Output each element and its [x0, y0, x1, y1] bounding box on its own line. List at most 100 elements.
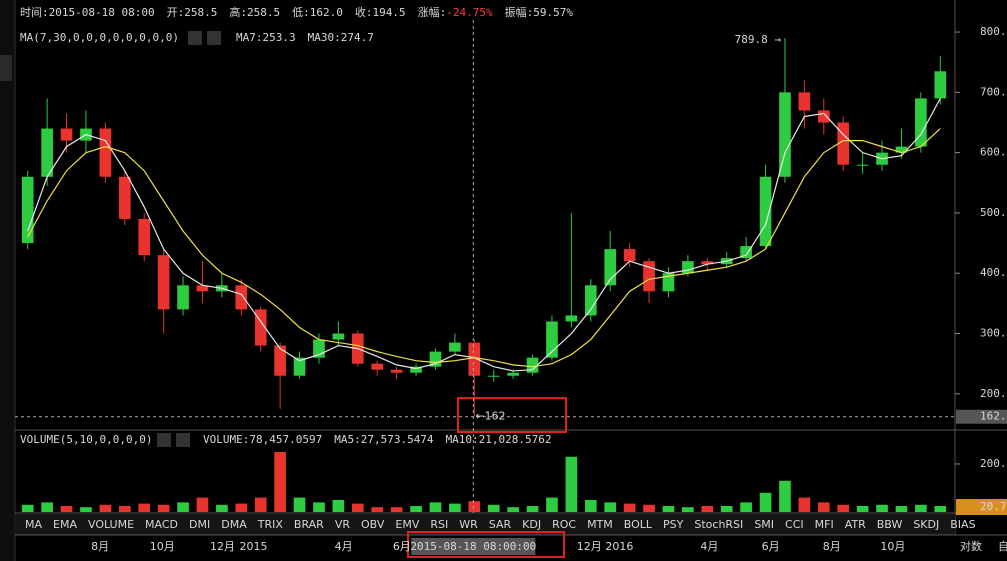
indicator-tab[interactable]: TRIX [257, 518, 284, 531]
candle-body [313, 339, 325, 358]
candle-body [837, 122, 850, 165]
indicator-tab[interactable]: EMV [395, 518, 419, 531]
volume-bar [856, 505, 869, 512]
candle-body [138, 218, 151, 256]
indicator-tab[interactable]: MTM [587, 518, 613, 531]
indicator-tab[interactable]: CCI [785, 518, 804, 531]
candle-body [526, 357, 539, 373]
candle-body [623, 249, 636, 262]
indicator-tab[interactable]: DMA [221, 518, 247, 531]
legend-entry: VOLUME:78,457.0597 [203, 433, 322, 446]
volume-bar [915, 504, 927, 512]
indicator-tab[interactable]: MFI [815, 518, 834, 531]
indicator-tab[interactable]: PSY [663, 518, 684, 531]
settings-button[interactable] [188, 31, 202, 45]
volume-bar [682, 507, 694, 512]
indicator-tab[interactable]: BIAS [950, 518, 975, 531]
volume-bar [662, 505, 675, 512]
settings-button[interactable] [157, 433, 171, 447]
volume-bar [313, 502, 325, 512]
x-tick-label: 4月 [700, 540, 718, 553]
indicator-tab[interactable]: DMI [189, 518, 210, 531]
volume-bar [817, 502, 830, 512]
info-label: 涨幅: [418, 6, 447, 19]
close-button[interactable] [207, 31, 221, 45]
indicator-tab[interactable]: MA [25, 518, 42, 531]
x-tick-label: 4月 [335, 540, 353, 553]
candle-body [584, 285, 597, 316]
candle-body [643, 261, 655, 292]
toolbar-button[interactable] [0, 55, 12, 81]
x-tick-label: 6月 [393, 540, 411, 553]
legend-entry: MA7:253.3 [236, 31, 296, 44]
indicator-tab[interactable]: WR [459, 518, 478, 531]
ma-line [27, 98, 941, 372]
highlight-box [457, 397, 567, 433]
x-tick-label: 2015 [240, 540, 268, 553]
y-tick-label: 500.0 [980, 206, 1007, 219]
volume-bar [701, 505, 714, 512]
volume-title: VOLUME(5,10,0,0,0,0) [20, 433, 152, 446]
indicator-tab[interactable]: StochRSI [694, 518, 743, 531]
indicator-tab[interactable]: KDJ [522, 518, 541, 531]
volume-bar [99, 504, 112, 512]
indicator-tab[interactable]: SAR [489, 518, 512, 531]
volume-bar [623, 503, 636, 512]
volume-bar [604, 502, 617, 512]
indicator-tab[interactable]: ATR [845, 518, 866, 531]
indicator-tab[interactable]: VOLUME [88, 518, 134, 531]
candle-body [274, 345, 286, 376]
y-tick-label: 200.0 [980, 457, 1007, 470]
candle-body [371, 363, 384, 370]
candle-body [507, 372, 519, 376]
close-button[interactable] [176, 433, 190, 447]
corner-button[interactable]: 自 [998, 540, 1007, 553]
indicator-tab[interactable]: SKDJ [913, 518, 939, 531]
indicator-tab[interactable]: MACD [145, 518, 178, 531]
indicator-tab[interactable]: SMI [754, 518, 774, 531]
indicator-tab[interactable]: EMA [53, 518, 77, 531]
candle-body [565, 315, 578, 322]
volume-bar [332, 499, 345, 512]
volume-bar [80, 507, 92, 512]
candle-body [798, 92, 811, 111]
info-value: -24.75% [446, 6, 493, 19]
volume-bar [138, 503, 151, 512]
volume-bar [390, 507, 403, 512]
info-value: 258.5 [184, 6, 217, 19]
candle-body [856, 164, 869, 166]
legend-entry: MA10:21,028.5762 [446, 433, 552, 446]
indicator-tab[interactable]: BRAR [294, 518, 324, 531]
volume-bar [468, 501, 481, 512]
indicator-tab[interactable]: ROC [552, 518, 576, 531]
candle-body [546, 321, 558, 358]
candle-body [60, 128, 73, 141]
volume-bar [837, 504, 850, 512]
info-label: 振幅: [505, 5, 534, 19]
indicator-tab[interactable]: OBV [361, 518, 385, 531]
indicator-tab[interactable]: RSI [430, 518, 448, 531]
candle-body [662, 273, 675, 292]
info-line: 时间:2015-08-18 08:00 开:258.5 高:258.5 低:162.0… [20, 5, 573, 19]
info-label: 开: [167, 6, 185, 19]
info-value: 59.57% [533, 6, 573, 19]
volume-bar [293, 497, 306, 512]
indicator-tab[interactable]: VR [335, 518, 351, 531]
volume-last-box [956, 499, 1007, 516]
corner-button[interactable]: 对数 [960, 539, 982, 553]
volume-bar [876, 504, 888, 512]
indicator-tab[interactable]: BOLL [624, 518, 653, 531]
volume-last-label: 20.70 [980, 500, 1007, 513]
highlight-box [407, 531, 565, 558]
time-label-box [411, 538, 536, 555]
y-tick-label: 700.0 [980, 85, 1007, 98]
volume-bar [779, 480, 791, 512]
volume-bar [216, 504, 228, 512]
x-tick-label: 6月 [762, 540, 780, 553]
indicator-tab[interactable]: BBW [877, 518, 903, 531]
tab-bar [15, 514, 955, 535]
info-label: 高: [229, 5, 247, 19]
